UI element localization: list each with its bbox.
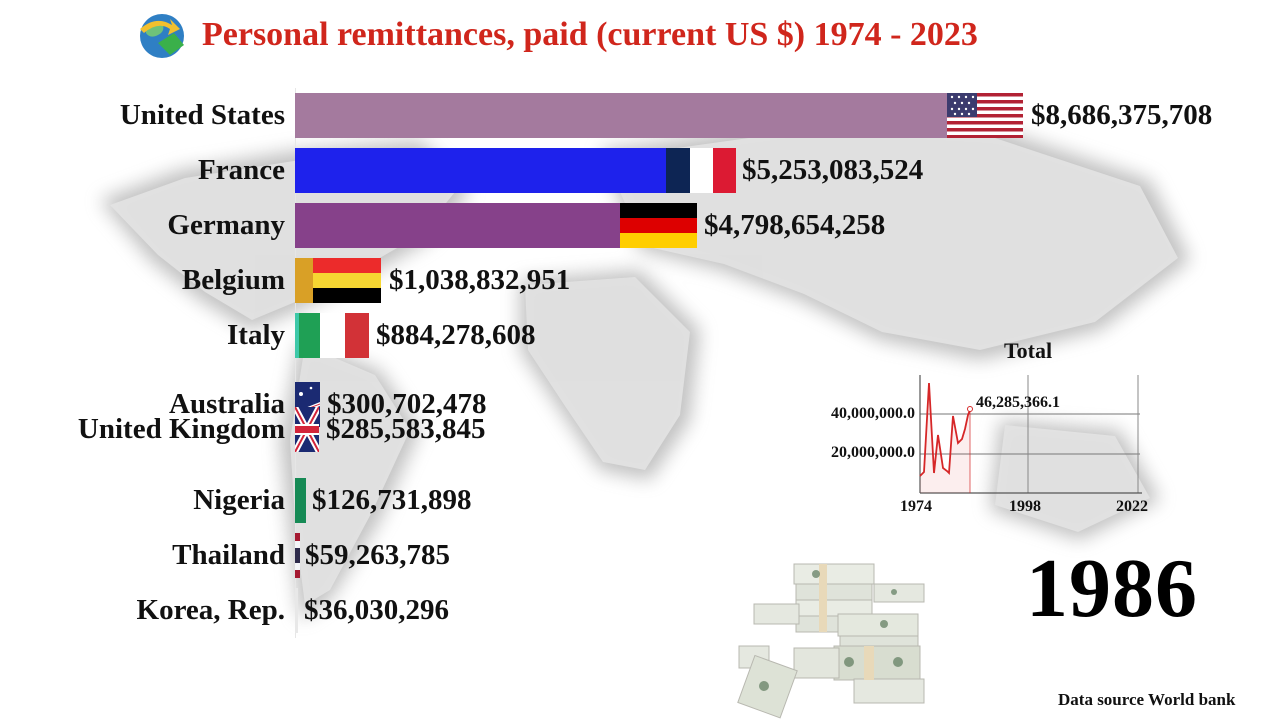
value-label: $884,278,608: [376, 319, 536, 351]
money-stack-image: [684, 534, 986, 720]
value-label: $285,583,845: [326, 413, 486, 445]
value-label: $5,253,083,524: [742, 154, 924, 186]
bar-france: [295, 148, 736, 193]
mini-x-tick: 2022: [1116, 498, 1148, 515]
country-label: Korea, Rep.: [136, 594, 285, 626]
country-label: Germany: [167, 209, 285, 241]
chart-title: Personal remittances, paid (current US $…: [202, 16, 978, 53]
nigeria-flag-icon: [295, 478, 306, 523]
country-label: Italy: [227, 319, 285, 351]
data-source-label: Data source World bank: [1058, 690, 1236, 709]
mini-y-tick: 40,000,000.0: [831, 405, 915, 422]
korea-flag-icon: [295, 588, 298, 633]
mini-chart-title: Total: [1004, 338, 1053, 363]
country-label: Belgium: [181, 264, 285, 296]
belgium-flag-icon: [295, 258, 381, 303]
globe-transfer-icon: [140, 14, 184, 58]
value-label: $300,702,478: [327, 388, 487, 420]
chart-header: Personal remittances, paid (current US $…: [136, 10, 978, 60]
germany-flag-icon: [620, 203, 697, 248]
mini-chart-plot: [919, 375, 1142, 494]
country-label: Australia: [169, 388, 285, 420]
mini-x-tick: 1998: [1009, 498, 1041, 515]
country-label: Thailand: [172, 539, 285, 571]
value-label: $4,798,654,258: [704, 209, 886, 241]
value-label: $59,263,785: [305, 539, 450, 571]
us-flag-icon: [947, 93, 1023, 138]
bar-axis-line: [295, 88, 296, 638]
bar-united-states: [295, 93, 1023, 138]
current-year-label: 1986: [1026, 542, 1198, 635]
value-label: $36,030,296: [304, 594, 449, 626]
value-label: $8,686,375,708: [1031, 99, 1213, 131]
mini-end-value: 46,285,366.1: [976, 394, 1060, 411]
total-mini-chart: Total 40,000,000.0 20,000,000.0 46,285,3…: [800, 335, 1180, 525]
country-label: United Kingdom: [77, 413, 285, 445]
country-label: Nigeria: [193, 484, 285, 516]
value-label: $126,731,898: [312, 484, 472, 516]
mini-x-tick: 1974: [900, 498, 932, 515]
mini-y-tick: 20,000,000.0: [831, 444, 915, 461]
italy-flag-icon: [295, 313, 369, 358]
country-label: France: [198, 154, 285, 186]
uk-flag-icon: [295, 407, 319, 452]
value-label: $1,038,832,951: [389, 264, 571, 296]
country-label: United States: [119, 99, 285, 131]
thailand-flag-icon: [295, 533, 300, 578]
france-flag-icon: [666, 148, 736, 193]
